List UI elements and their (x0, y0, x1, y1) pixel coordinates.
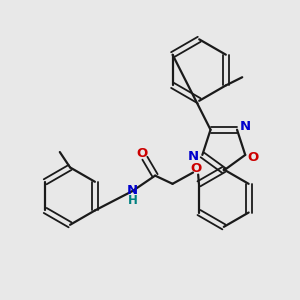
Text: N: N (127, 184, 138, 197)
Text: N: N (188, 151, 199, 164)
Text: O: O (136, 147, 147, 160)
Text: N: N (240, 120, 251, 133)
Text: O: O (190, 162, 202, 175)
Text: H: H (128, 194, 137, 207)
Text: O: O (248, 152, 259, 164)
